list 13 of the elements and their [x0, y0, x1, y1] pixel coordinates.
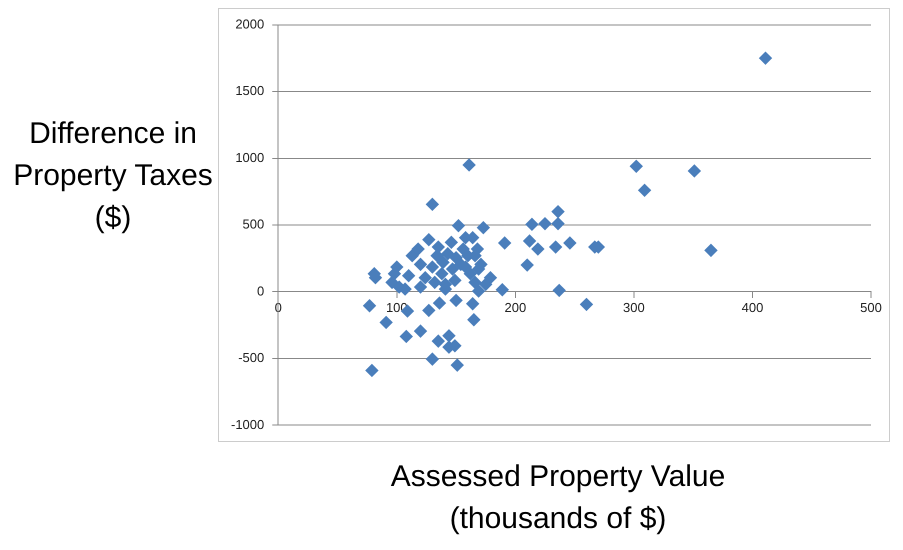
y-tick-label: 500	[242, 216, 264, 232]
x-axis-title: Assessed Property Value (thousands of $)	[390, 459, 726, 537]
x-tick-label: 400	[742, 300, 764, 316]
y-tick-label: -1000	[231, 416, 264, 432]
y-tick-label: 1500	[235, 83, 264, 98]
y-tick-label: 1000	[235, 150, 264, 165]
y-tick-label: 0	[257, 283, 264, 298]
y-axis-title: Difference in Property Taxes ($)	[12, 116, 214, 236]
x-tick-label: 200	[504, 300, 526, 316]
y-tick-label: -500	[238, 350, 264, 366]
x-tick-label: 500	[860, 300, 882, 316]
y-tick-label: 2000	[235, 16, 264, 32]
x-tick-label: 300	[623, 300, 645, 316]
